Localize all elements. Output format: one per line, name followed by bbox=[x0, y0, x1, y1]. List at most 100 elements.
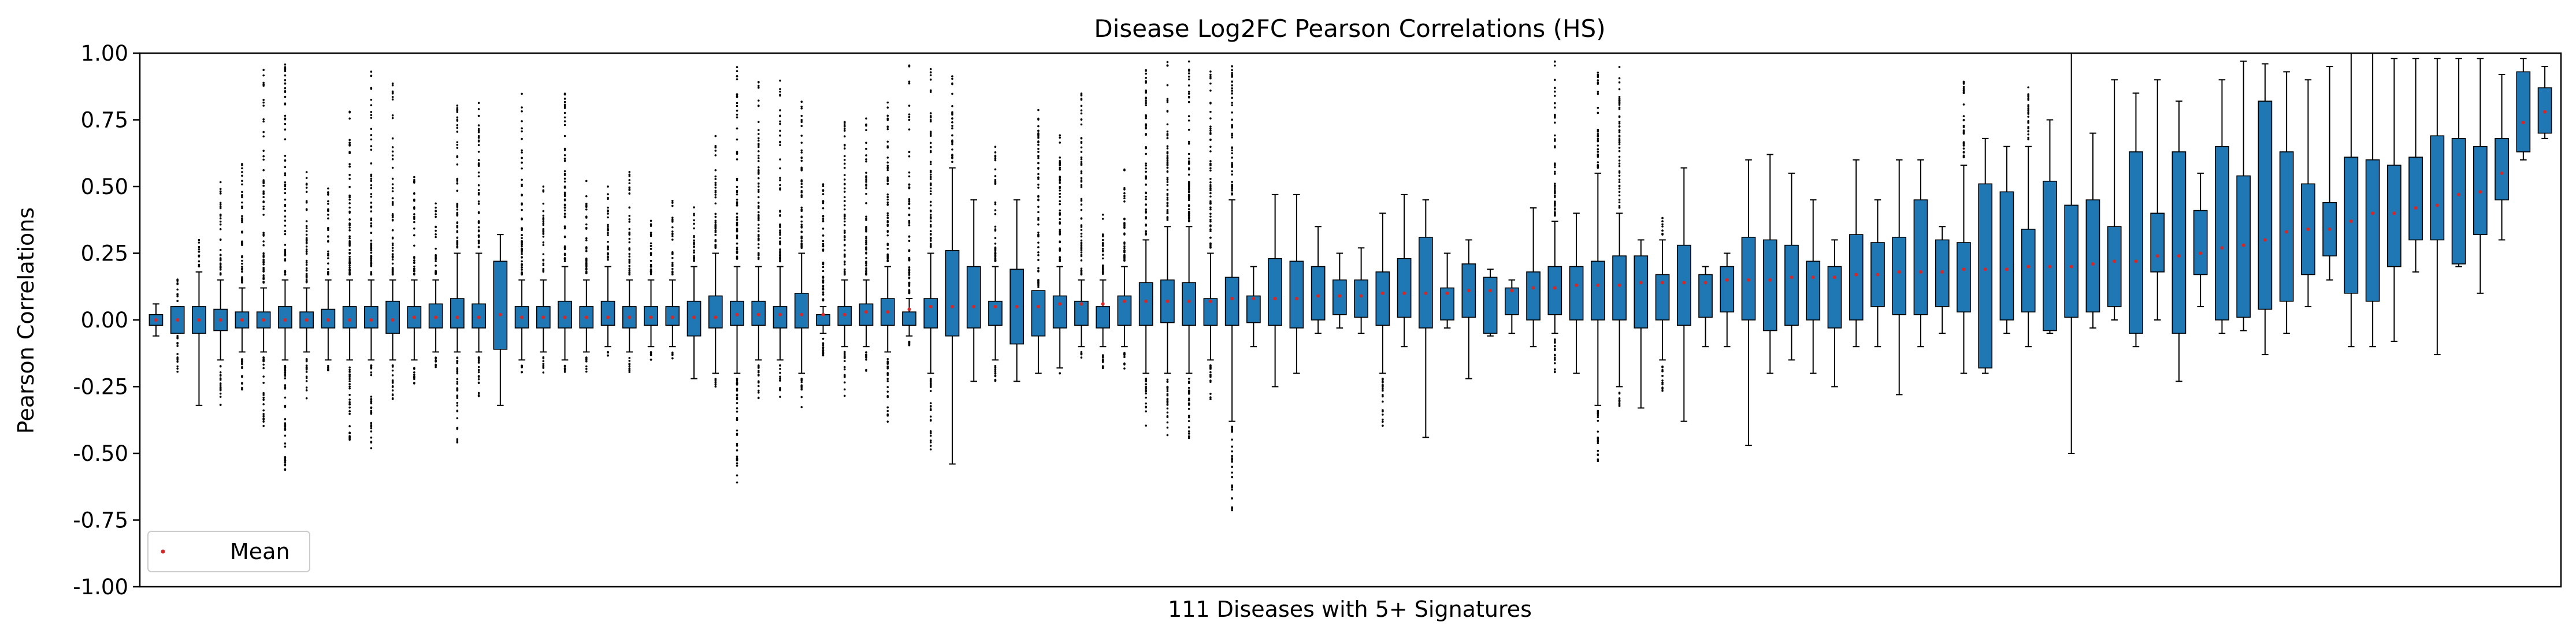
outlier-point bbox=[779, 134, 781, 137]
outlier-point bbox=[886, 217, 889, 219]
outlier-point bbox=[1145, 210, 1147, 213]
outlier-point bbox=[348, 266, 351, 269]
outlier-point bbox=[1187, 84, 1190, 87]
outlier-point bbox=[1059, 214, 1061, 216]
outlier-point bbox=[585, 262, 588, 265]
outlier-point bbox=[1209, 208, 1212, 211]
outlier-point bbox=[284, 434, 287, 437]
outlier-point bbox=[521, 263, 523, 266]
outlier-point bbox=[1554, 121, 1556, 124]
outlier-point bbox=[649, 248, 652, 250]
outlier-point bbox=[262, 99, 265, 101]
outlier-point bbox=[327, 187, 329, 190]
outlier-point bbox=[1059, 241, 1061, 244]
outlier-point bbox=[1145, 379, 1147, 382]
outlier-point bbox=[800, 377, 803, 380]
outlier-point bbox=[198, 265, 201, 268]
outlier-point bbox=[1166, 208, 1169, 211]
outlier-point bbox=[1597, 412, 1599, 415]
outlier-point bbox=[1554, 338, 1556, 341]
mean-marker bbox=[1165, 299, 1170, 303]
outlier-point bbox=[886, 374, 889, 377]
outlier-point bbox=[822, 354, 825, 357]
outlier-point bbox=[219, 374, 222, 377]
outlier-point bbox=[262, 274, 265, 277]
outlier-point bbox=[370, 264, 373, 267]
outlier-point bbox=[693, 245, 695, 248]
box-iqr bbox=[1182, 282, 1197, 326]
outlier-point bbox=[241, 281, 243, 284]
outlier-point bbox=[1145, 405, 1147, 408]
outlier-point bbox=[1554, 140, 1556, 142]
outlier-point bbox=[843, 239, 846, 241]
outlier-point bbox=[1080, 254, 1083, 256]
outlier-point bbox=[284, 377, 287, 379]
outlier-point bbox=[348, 383, 351, 385]
outlier-point bbox=[843, 269, 846, 271]
outlier-point bbox=[1166, 388, 1169, 390]
mean-marker bbox=[2457, 192, 2461, 196]
box-iqr bbox=[2021, 229, 2036, 312]
outlier-point bbox=[456, 394, 459, 397]
outlier-point bbox=[435, 260, 437, 262]
outlier-point bbox=[1231, 65, 1233, 68]
outlier-point bbox=[1554, 368, 1556, 371]
mean-marker bbox=[2392, 211, 2396, 215]
outlier-point bbox=[456, 417, 459, 419]
outlier-point bbox=[757, 129, 760, 132]
outlier-point bbox=[1123, 362, 1126, 365]
box-iqr bbox=[1419, 236, 1433, 329]
outlier-point bbox=[1037, 118, 1040, 121]
outlier-point bbox=[1187, 408, 1190, 410]
outlier-point bbox=[779, 214, 781, 217]
outlier-point bbox=[1123, 188, 1126, 191]
outlier-point bbox=[736, 449, 738, 452]
outlier-point bbox=[1661, 229, 1664, 232]
mean-marker bbox=[498, 312, 502, 316]
outlier-point bbox=[1187, 433, 1190, 435]
outlier-point bbox=[1554, 106, 1556, 109]
outlier-point bbox=[757, 188, 760, 191]
mean-marker bbox=[1962, 267, 1966, 271]
outlier-point bbox=[843, 360, 846, 362]
outlier-point bbox=[1187, 216, 1190, 218]
outlier-point bbox=[865, 264, 867, 267]
outlier-point bbox=[822, 228, 825, 230]
outlier-point bbox=[1962, 155, 1965, 158]
outlier-point bbox=[779, 375, 781, 378]
outlier-point bbox=[607, 240, 609, 243]
box-iqr bbox=[2258, 100, 2273, 310]
outlier-point bbox=[1145, 72, 1147, 75]
outlier-point bbox=[800, 240, 803, 243]
outlier-point bbox=[822, 344, 825, 347]
outlier-point bbox=[1209, 396, 1212, 398]
outlier-point bbox=[1080, 109, 1083, 111]
box-iqr bbox=[1375, 271, 1390, 326]
outlier-point bbox=[822, 342, 825, 345]
box-item bbox=[686, 206, 701, 379]
outlier-point bbox=[822, 277, 825, 279]
outlier-point bbox=[1187, 220, 1190, 222]
outlier-point bbox=[1554, 356, 1556, 359]
outlier-point bbox=[391, 247, 394, 249]
outlier-point bbox=[822, 207, 825, 210]
outlier-point bbox=[1037, 282, 1040, 285]
outlier-point bbox=[1123, 226, 1126, 229]
outlier-point bbox=[585, 360, 588, 363]
outlier-point bbox=[1166, 147, 1169, 150]
outlier-point bbox=[1618, 398, 1621, 401]
box-iqr bbox=[1784, 244, 1799, 326]
outlier-point bbox=[886, 114, 889, 117]
outlier-point bbox=[1618, 99, 1621, 102]
outlier-point bbox=[413, 244, 415, 247]
outlier-point bbox=[1209, 177, 1212, 180]
mean-marker bbox=[1661, 281, 1665, 285]
outlier-point bbox=[929, 415, 932, 418]
outlier-point bbox=[370, 117, 373, 119]
outlier-point bbox=[456, 382, 459, 385]
box-iqr bbox=[2193, 210, 2208, 275]
box-item bbox=[1957, 80, 1971, 374]
mean-marker bbox=[434, 315, 438, 319]
outlier-point bbox=[1166, 123, 1169, 126]
outlier-point bbox=[736, 464, 738, 467]
